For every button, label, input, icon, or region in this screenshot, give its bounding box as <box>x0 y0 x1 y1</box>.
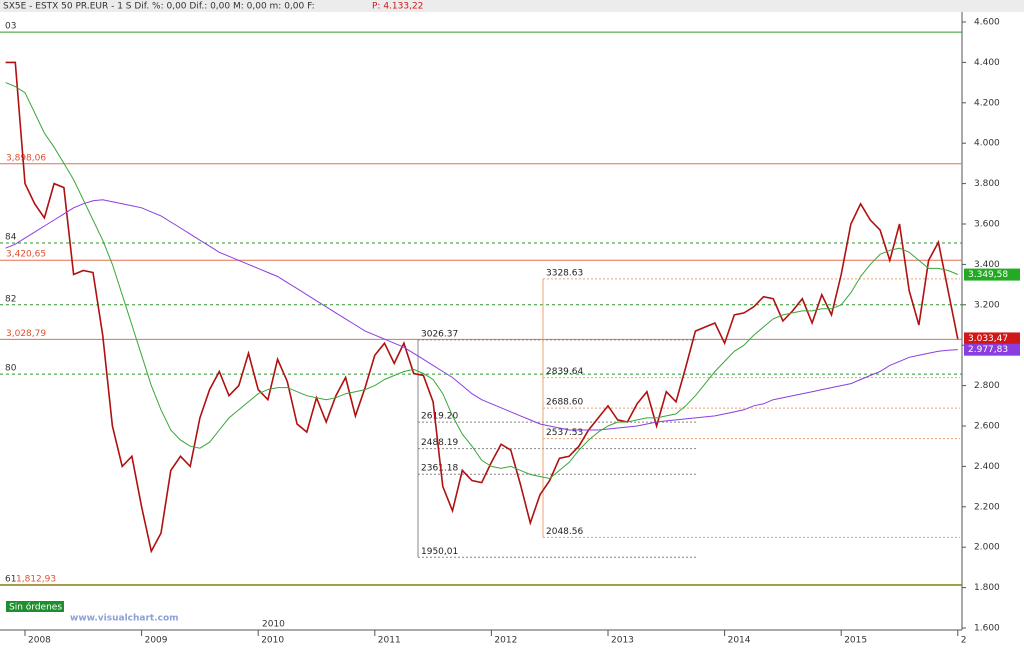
y-tick-label: 2.000 <box>974 543 1000 553</box>
header-text: SX5E - ESTX 50 PR.EUR - 1 S Dif. %: 0,00… <box>3 2 315 12</box>
y-tick-label: 1.600 <box>974 624 1000 634</box>
y-tick-label: 4.000 <box>974 139 1000 149</box>
level-name: 82 <box>5 294 16 304</box>
x-tick-label: 2 <box>961 636 967 646</box>
level-label: 3,898,06 <box>6 153 46 163</box>
x-tick-label: 2015 <box>844 636 867 646</box>
price-tag <box>964 332 1020 345</box>
y-tick-label: 3.400 <box>974 260 1000 270</box>
y-tick-label: 4.200 <box>974 98 1000 108</box>
y-tick-label: 3.800 <box>974 179 1000 189</box>
fib-label: 3328.63 <box>546 268 583 278</box>
fib-label: 2839.64 <box>546 367 583 377</box>
price-tag-label: 2.977,83 <box>968 345 1008 355</box>
series-line <box>5 61 959 554</box>
level-label: 1,812,93 <box>16 574 56 584</box>
status-box <box>6 601 64 612</box>
status: Sin órdenes <box>9 602 62 613</box>
y-tick-label: 4.600 <box>974 18 1000 28</box>
fib-label: 3026.37 <box>421 329 458 339</box>
x-tick-label: 2013 <box>611 636 634 646</box>
level-name: 84 <box>5 232 17 242</box>
level-name: 80 <box>5 364 17 374</box>
x-tick-label: 2008 <box>28 636 51 646</box>
price-tag-label: 3.349,58 <box>968 270 1008 280</box>
fib-label: 2619.20 <box>421 412 458 422</box>
header-last: P: 4.133,22 <box>372 2 423 12</box>
y-tick-label: 2.200 <box>974 502 1000 512</box>
price-tag-label: 3.033,47 <box>968 334 1008 344</box>
x-tick-label: 2012 <box>494 636 517 646</box>
y-tick-label: 2.600 <box>974 422 1000 432</box>
fib-label: 2361.18 <box>421 464 458 474</box>
watermark: www.visualchart.com <box>70 614 179 624</box>
fib-label: 2488.19 <box>421 438 458 448</box>
y-tick-label: 1.800 <box>974 583 1000 593</box>
x-tick-label: 2014 <box>728 636 751 646</box>
axis-marker: 2010 <box>262 620 285 630</box>
fib-label: 2688.60 <box>546 398 583 408</box>
y-tick-label: 3.200 <box>974 300 1000 310</box>
x-tick-label: 2011 <box>378 636 401 646</box>
x-tick-label: 2009 <box>145 636 168 646</box>
fib-label: 2048.56 <box>546 527 583 537</box>
price-tag <box>964 268 1020 281</box>
level-label: 3,420,65 <box>6 250 46 260</box>
x-tick-label: 2010 <box>261 636 284 646</box>
level-label: 3,028,79 <box>6 329 46 339</box>
level-name: 61 <box>5 574 16 584</box>
title-bar <box>0 0 1024 12</box>
level-name: 03 <box>5 22 16 32</box>
fib-label: 1950,01 <box>421 547 458 557</box>
y-tick-label: 4.400 <box>974 58 1000 68</box>
y-tick-label: 2.800 <box>974 381 1000 391</box>
y-tick-label: 3.600 <box>974 220 1000 230</box>
series-line <box>5 82 958 480</box>
series-line <box>5 199 958 431</box>
fib-label: 2537.53 <box>546 428 583 438</box>
y-tick-label: 2.400 <box>974 462 1000 472</box>
price-tag <box>964 343 1020 356</box>
